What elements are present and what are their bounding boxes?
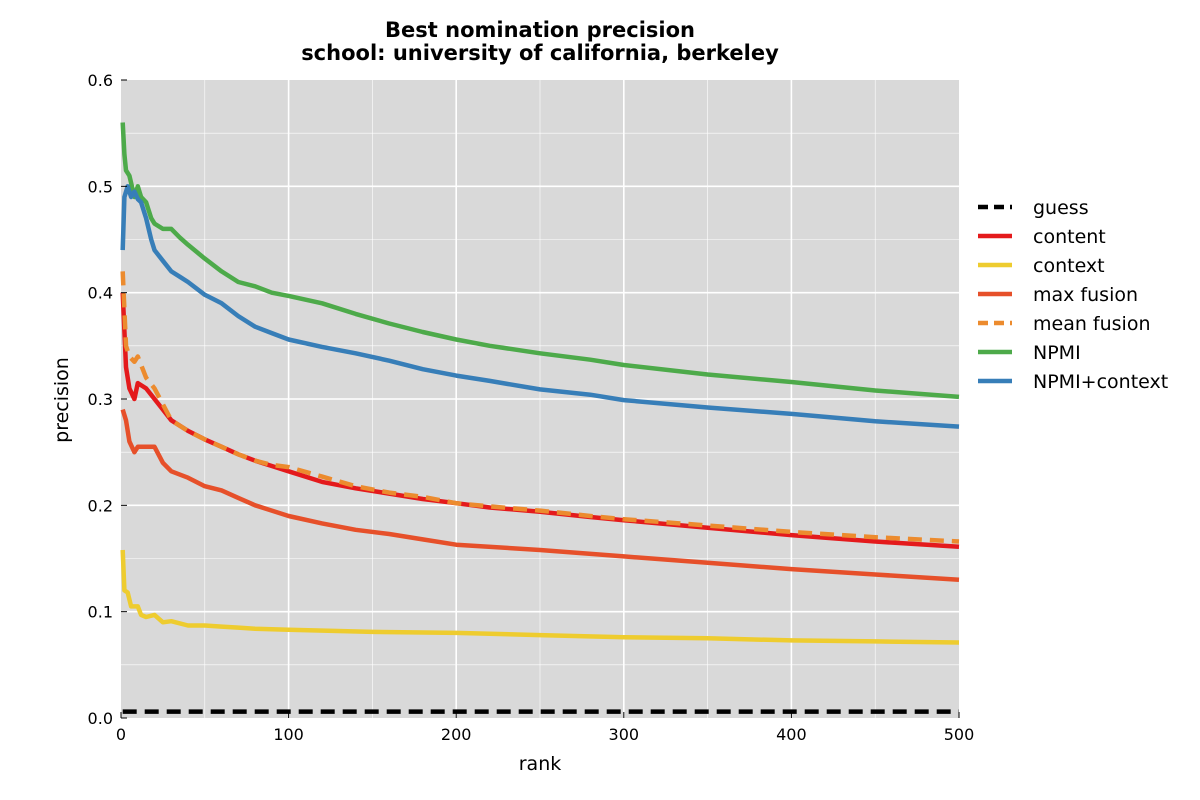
legend-label: NPMI+context — [1033, 371, 1168, 393]
y-tick-label: 0.6 — [88, 71, 113, 90]
x-tick-label: 500 — [944, 725, 975, 744]
series-line-npmi — [120, 122, 960, 400]
legend-label: mean fusion — [1033, 313, 1151, 335]
series-line-max-fusion — [120, 408, 960, 583]
y-tick-label: 0.5 — [88, 177, 113, 196]
x-tick-label: 300 — [609, 725, 640, 744]
legend-label: content — [1033, 226, 1106, 248]
y-axis-label: precision — [51, 357, 73, 443]
series-line-context — [120, 549, 960, 645]
x-tick-label: 0 — [116, 725, 126, 744]
x-axis-label: rank — [519, 753, 562, 775]
y-tick-label: 0.1 — [88, 603, 113, 622]
legend-label: guess — [1033, 197, 1089, 219]
y-tick-label: 0.0 — [88, 709, 113, 728]
x-tick-label: 400 — [776, 725, 807, 744]
series-layer — [120, 122, 960, 714]
x-tick-label: 100 — [273, 725, 304, 744]
grid — [121, 80, 959, 718]
ticks: 0 100 200 300 400 500 0.0 0.1 0.2 0.3 0.4 0.5 0.6 — [88, 71, 975, 744]
series-line-npmi-context — [120, 184, 960, 429]
legend-label: max fusion — [1033, 284, 1138, 306]
y-tick-label: 0.2 — [88, 496, 113, 515]
legend: guess content context max fusion mean fusion… — [978, 197, 1168, 393]
chart-title: Best nomination precision — [385, 18, 695, 42]
chart-subtitle: school: university of california, berkel… — [301, 41, 779, 65]
x-tick-label: 200 — [441, 725, 472, 744]
legend-label: context — [1033, 255, 1105, 277]
y-tick-label: 0.4 — [88, 284, 113, 303]
y-tick-label: 0.3 — [88, 390, 113, 409]
series-line-mean-fusion — [120, 271, 960, 544]
legend-label: NPMI — [1033, 342, 1081, 364]
